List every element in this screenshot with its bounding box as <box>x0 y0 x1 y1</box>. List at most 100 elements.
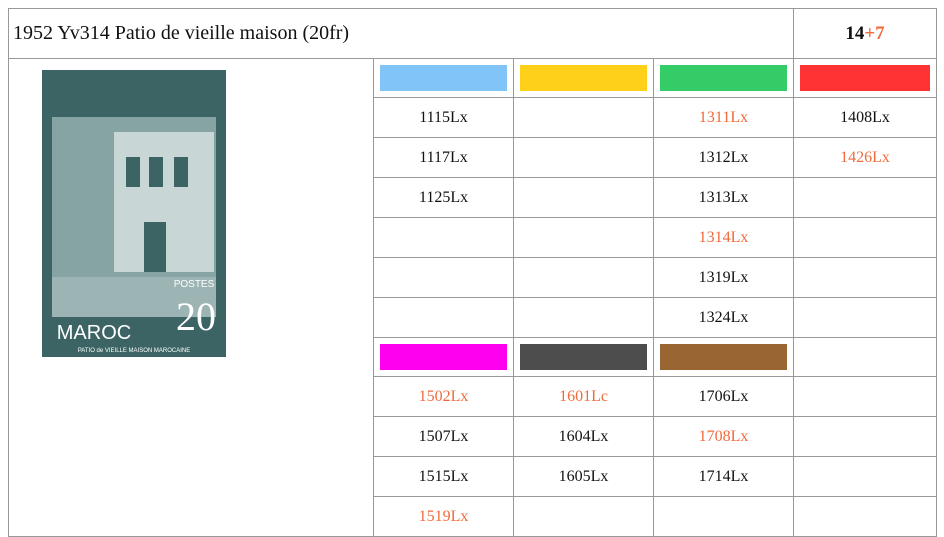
data-row: 1319Lx <box>9 257 938 298</box>
reference: 1714Lx <box>698 467 749 485</box>
cell <box>793 496 938 537</box>
cell <box>793 376 938 417</box>
color-cell <box>652 337 795 377</box>
color-bar <box>380 344 507 370</box>
reference: 1426Lx <box>840 148 890 166</box>
table-body: 1952 Yv314 Patio de vieille maison (20fr… <box>7 8 938 537</box>
cell: 1313Lx <box>652 177 795 218</box>
color-bar <box>380 65 507 91</box>
count: 14 <box>845 22 865 44</box>
door <box>144 222 166 272</box>
reference: 1706Lx <box>698 387 749 405</box>
data-row: 1125Lx 1313Lx <box>9 177 938 218</box>
color-row: POSTES 20 MAROC PATIO de VIEILLE MAISON … <box>8 58 938 537</box>
reference: 1125Lx <box>418 188 469 206</box>
data-row: 1314Lx <box>9 217 938 258</box>
stamp-caption: PATIO de VIEILLE MAISON MAROCAINE <box>78 348 190 354</box>
cell <box>373 257 514 298</box>
data-row: 1515Lx 1605Lx 1714Lx <box>9 456 938 497</box>
color-row <box>9 337 938 377</box>
color-cell <box>793 58 938 98</box>
reference: 1115Lx <box>419 108 468 126</box>
window <box>126 157 140 187</box>
cell: 1708Lx <box>652 416 795 457</box>
data-row: 1502Lx 1601Lc 1706Lx <box>9 376 938 417</box>
cell <box>793 177 938 218</box>
cell <box>513 496 654 537</box>
cell <box>373 297 514 338</box>
stamp-table: 1952 Yv314 Patio de vieille maison (20fr… <box>7 8 938 537</box>
reference: 1601Lc <box>559 387 608 405</box>
cell: 1714Lx <box>652 456 795 497</box>
cell <box>793 297 938 338</box>
reference: 1519Lx <box>418 507 469 525</box>
reference: 1708Lx <box>698 427 749 445</box>
reference: 1502Lx <box>418 387 469 405</box>
color-cell <box>373 337 514 377</box>
stamp-image: POSTES 20 MAROC PATIO de VIEILLE MAISON … <box>34 62 234 365</box>
cell: 1115Lx <box>373 97 514 138</box>
cell <box>373 217 514 258</box>
header-row: 1952 Yv314 Patio de vieille maison (20fr… <box>7 8 938 59</box>
color-cell <box>652 58 795 98</box>
cell: 1311Lx <box>652 97 795 138</box>
cell <box>513 137 654 178</box>
stamp-face: 20 <box>176 294 216 339</box>
cell <box>793 456 938 497</box>
cell <box>513 217 654 258</box>
color-bar <box>660 344 788 370</box>
reference: 1117Lx <box>419 148 468 166</box>
cell: 1507Lx <box>373 416 514 457</box>
reference: 1313Lx <box>698 188 749 206</box>
data-row: 1117Lx 1312Lx 1426Lx <box>9 137 938 178</box>
window <box>174 157 188 187</box>
window <box>149 157 163 187</box>
cell <box>793 257 938 298</box>
cell: 1117Lx <box>373 137 514 178</box>
reference: 1604Lx <box>558 427 609 445</box>
cell: 1324Lx <box>652 297 795 338</box>
cell: 1408Lx <box>793 97 938 138</box>
color-bar <box>520 344 647 370</box>
extra-count: +7 <box>864 22 885 44</box>
cell: 1319Lx <box>652 257 795 298</box>
reference: 1319Lx <box>698 268 749 286</box>
cell: 1601Lc <box>513 376 654 417</box>
data-row: 1115Lx 1311Lx 1408Lx <box>9 97 938 138</box>
reference: 1311Lx <box>698 108 749 126</box>
color-bar <box>660 65 788 91</box>
color-cell <box>793 337 938 377</box>
cell: 1314Lx <box>652 217 795 258</box>
color-cell <box>513 58 654 98</box>
count-cell: 14+7 <box>793 8 938 59</box>
cell: 1502Lx <box>373 376 514 417</box>
cell <box>793 416 938 457</box>
color-cell <box>373 58 514 98</box>
color-bar <box>520 65 647 91</box>
cell <box>513 177 654 218</box>
reference: 1515Lx <box>418 467 469 485</box>
cell <box>793 217 938 258</box>
cell: 1426Lx <box>793 137 938 178</box>
floor <box>52 277 216 317</box>
cell: 1706Lx <box>652 376 795 417</box>
reference: 1324Lx <box>698 308 749 326</box>
reference: 1507Lx <box>418 427 469 445</box>
cell: 1312Lx <box>652 137 795 178</box>
page: 1952 Yv314 Patio de vieille maison (20fr… <box>7 8 938 537</box>
cell: 1515Lx <box>373 456 514 497</box>
cell <box>513 297 654 338</box>
cell: 1605Lx <box>513 456 654 497</box>
color-bar <box>800 65 931 91</box>
stamp-country: MAROC <box>57 322 131 344</box>
stamp-label: POSTES <box>174 279 215 290</box>
cell: 1125Lx <box>373 177 514 218</box>
cell: 1604Lx <box>513 416 654 457</box>
reference: 1408Lx <box>840 108 890 126</box>
cell <box>652 496 795 537</box>
color-cell <box>513 337 654 377</box>
reference: 1605Lx <box>558 467 609 485</box>
reference: 1312Lx <box>698 148 749 166</box>
cell <box>513 257 654 298</box>
reference: 1314Lx <box>698 228 749 246</box>
